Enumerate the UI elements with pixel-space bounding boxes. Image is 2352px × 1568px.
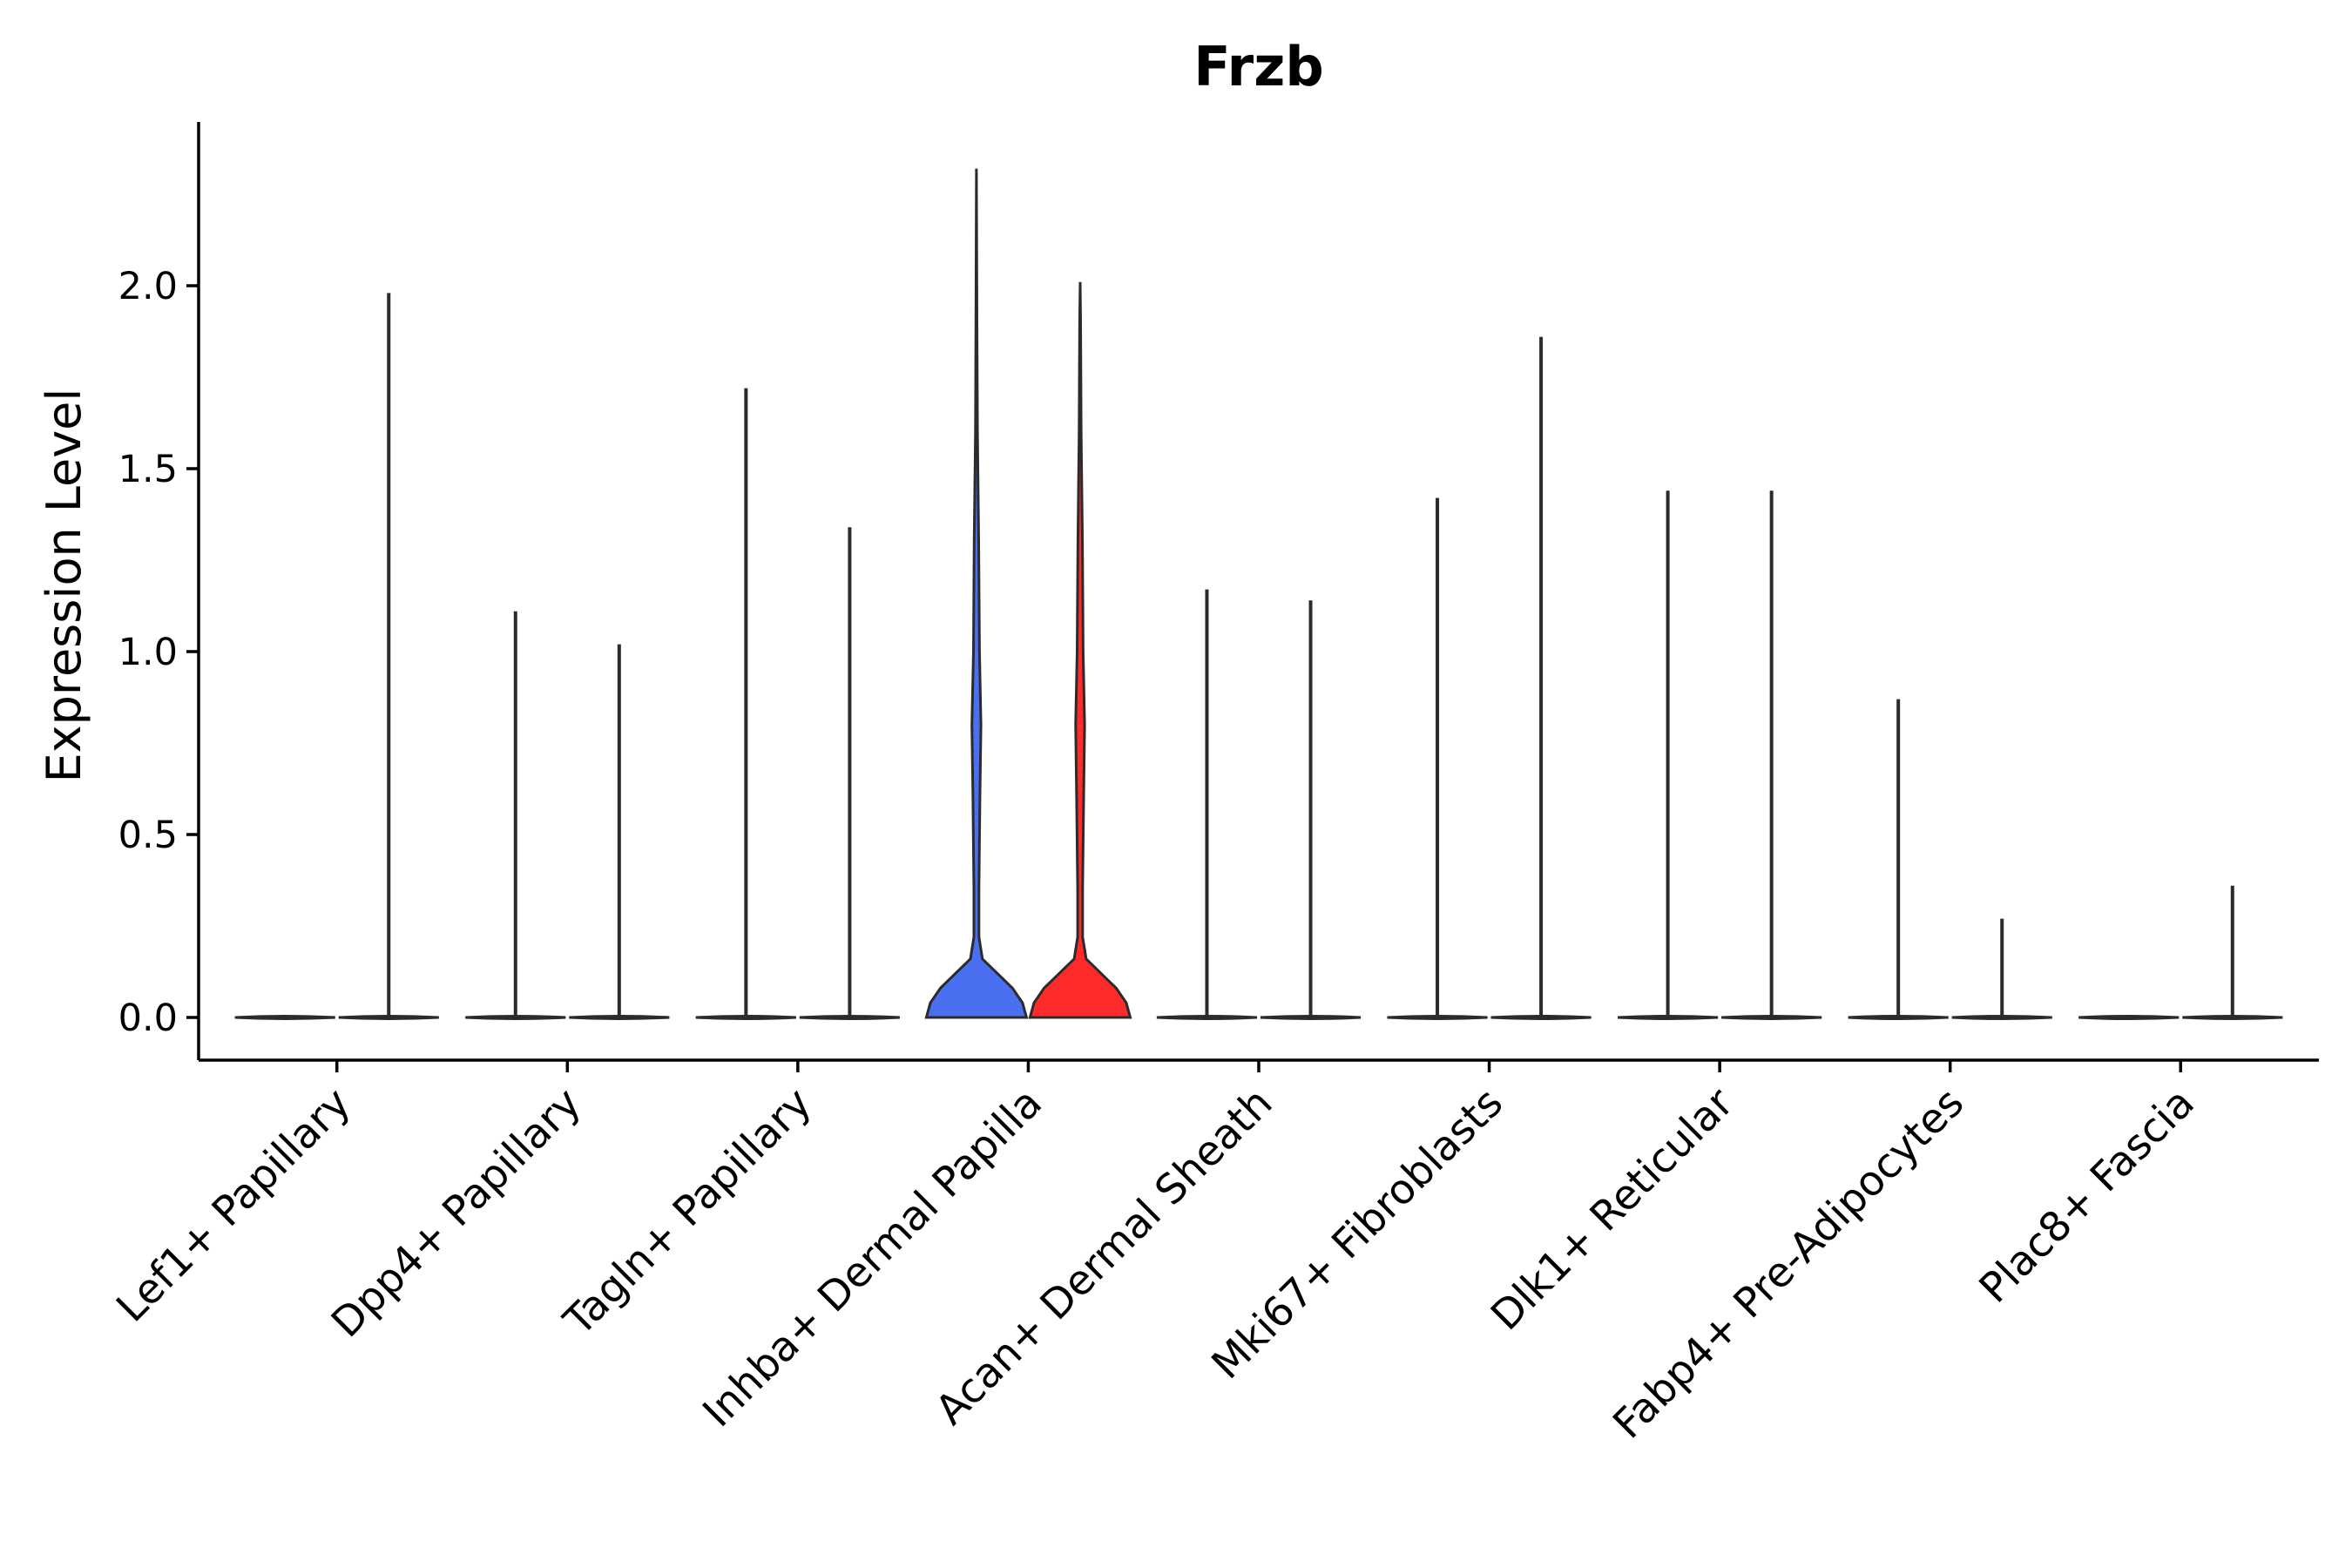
y-tick-label: 1.0	[118, 631, 178, 674]
x-tick-label: Dpp4+ Papillary	[322, 1079, 591, 1348]
violin-inhba-dermal-papilla-1	[924, 168, 1029, 1019]
x-tick-label: Dlk1+ Reticular	[1482, 1078, 1743, 1340]
y-axis-label: Expression Level	[37, 389, 91, 783]
x-tick-label: Tagln+ Papillary	[554, 1079, 821, 1346]
x-tick-label: Plac8+ Fascia	[1970, 1079, 2204, 1313]
chart-title: Frzb	[1193, 35, 1323, 98]
y-tick-label: 0.0	[118, 997, 178, 1040]
violin-inhba-dermal-papilla-2	[1028, 281, 1132, 1019]
y-tick-label: 0.5	[118, 814, 178, 857]
violin-lef1-papillary-1	[234, 1015, 335, 1020]
plot-area	[234, 168, 2283, 1020]
y-tick-label: 2.0	[118, 265, 178, 308]
y-tick-label: 1.5	[118, 448, 178, 491]
x-tick-label: Lef1+ Papillary	[107, 1079, 360, 1332]
violin-plac8-fascia-1	[2078, 1015, 2180, 1020]
